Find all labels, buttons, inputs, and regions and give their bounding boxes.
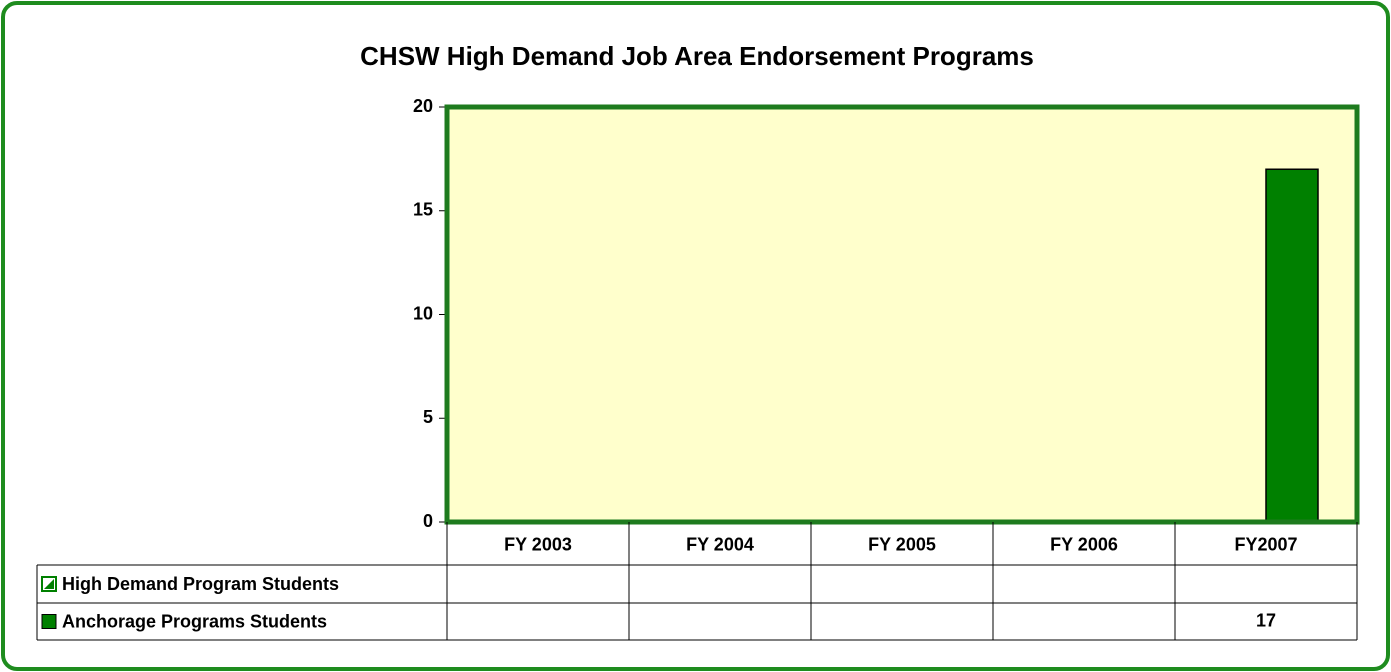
y-tick-label: 20: [413, 96, 433, 116]
y-tick-label: 15: [413, 200, 433, 220]
y-tick-label: 10: [413, 303, 433, 323]
x-tick-label: FY2007: [1234, 534, 1297, 554]
y-tick-label: 0: [423, 511, 433, 531]
x-tick-label: FY 2006: [1050, 534, 1118, 554]
legend-key: [41, 614, 57, 629]
legend-label: High Demand Program Students: [62, 574, 339, 594]
legend-label: Anchorage Programs Students: [62, 611, 327, 631]
x-tick-label: FY 2003: [504, 534, 572, 554]
plot-border: [444, 104, 1360, 525]
y-tick-label: 5: [423, 407, 433, 427]
plot-area: [447, 107, 1357, 522]
bar: [1265, 168, 1319, 523]
legend-key-pattern: [44, 579, 54, 589]
x-tick-label: FY 2004: [686, 534, 754, 554]
table-value: 17: [1256, 610, 1276, 630]
x-tick-label: FY 2005: [868, 534, 936, 554]
chart-title: CHSW High Demand Job Area Endorsement Pr…: [360, 41, 1034, 71]
